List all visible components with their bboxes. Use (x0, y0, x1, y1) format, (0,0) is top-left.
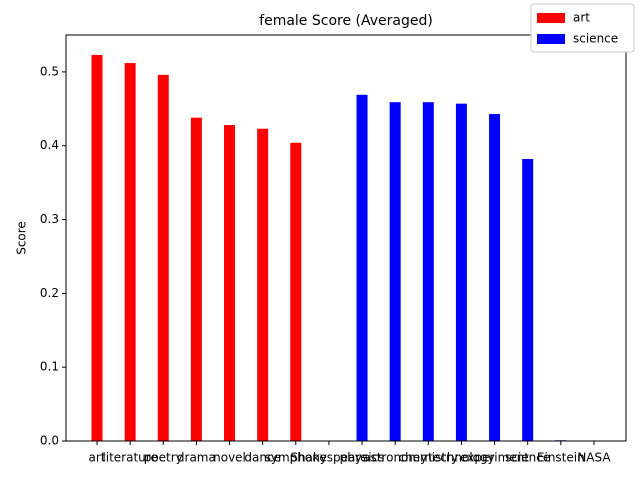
x-tick-label: symphony (265, 451, 327, 465)
y-tick-label: 0.0 (40, 434, 59, 448)
y-tick-label: 0.2 (40, 286, 59, 300)
y-axis-label: Score (15, 221, 29, 255)
x-tick-label: dance (244, 451, 281, 465)
bar (522, 159, 534, 442)
x-tick-label: science (505, 451, 550, 465)
legend-label: art (573, 11, 590, 25)
x-tick-label: Einstein (537, 451, 585, 465)
y-tick-label: 0.5 (40, 64, 59, 78)
x-tick-label: technology (428, 451, 495, 465)
x-tick-label: chemistry (398, 451, 458, 465)
legend-swatch (537, 34, 565, 44)
x-tick-label: physics (340, 451, 385, 465)
x-tick-label: drama (177, 451, 216, 465)
bar (224, 125, 236, 442)
x-tick-label: literature (102, 451, 157, 465)
legend-swatch (537, 13, 565, 23)
bar (157, 74, 169, 441)
bar (489, 113, 501, 442)
x-tick-label: astronomy (363, 451, 427, 465)
x-tick-label: Shakespeare (290, 451, 367, 465)
y-tick-label: 0.1 (40, 360, 59, 374)
x-tick-label: experiment (460, 451, 529, 465)
x-tick-label: art (89, 451, 106, 465)
bar (290, 142, 302, 442)
legend-label: science (573, 32, 618, 46)
bar (257, 128, 269, 441)
x-tick-label: NASA (577, 451, 611, 465)
bar (455, 103, 467, 441)
x-tick-label: poetry (144, 451, 183, 465)
bar (356, 94, 368, 441)
chart-title: female Score (Averaged) (259, 13, 433, 29)
axes-frame (65, 34, 627, 442)
y-tick-label: 0.3 (40, 212, 59, 226)
bar (422, 102, 434, 441)
bar (91, 54, 103, 441)
bar (190, 117, 202, 441)
bar (124, 63, 136, 442)
y-tick-label: 0.4 (40, 138, 59, 152)
x-tick-label: novel (213, 451, 246, 465)
bar (389, 102, 401, 441)
